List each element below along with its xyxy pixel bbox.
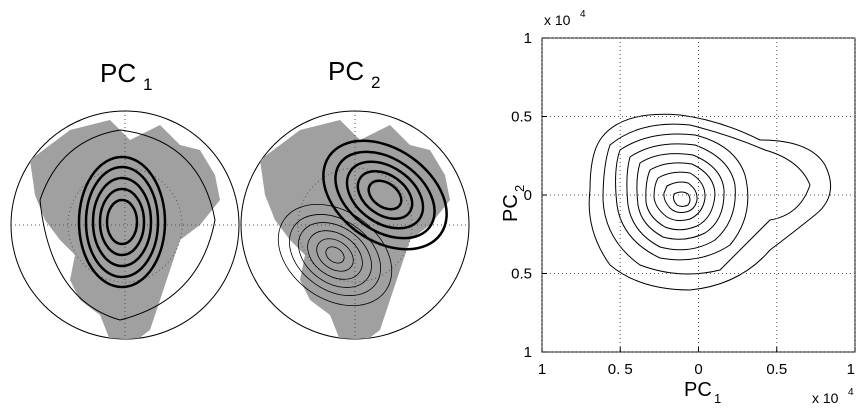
panel-title-sub: 2	[371, 73, 380, 92]
x-tick-label: 0.5	[766, 361, 787, 378]
x-tick-label: 0. 5	[608, 361, 633, 378]
x-tick-label: 1	[538, 361, 546, 378]
map-panel: PC 2	[240, 56, 470, 340]
x-multiplier: x 10	[812, 390, 839, 406]
panel-title: PC	[100, 58, 136, 88]
y-multiplier-exp: 4	[580, 9, 586, 20]
y-axis-label-sub: 2	[512, 185, 527, 192]
map-contours	[77, 155, 167, 289]
x-tick-label: 0	[694, 361, 702, 378]
y-tick-label: 0.5	[511, 266, 532, 283]
x-axis-label-sub: 1	[714, 391, 721, 406]
map-contour	[39, 129, 216, 321]
map-contours	[277, 203, 393, 307]
panel-title: PC	[328, 56, 364, 86]
panel-title-sub: 1	[143, 75, 152, 94]
x-axis-label: PC	[684, 379, 712, 401]
map-contours	[322, 139, 448, 251]
map-panel: PC 1	[10, 58, 240, 340]
y-tick-label: 0.5	[511, 109, 532, 126]
y-axis-label: PC	[500, 194, 522, 222]
y-multiplier: x 10	[544, 12, 571, 28]
x-multiplier-exp: 4	[848, 387, 854, 398]
x-tick-label: 1	[847, 361, 855, 378]
y-tick-label: 1	[524, 344, 532, 361]
density-contours	[588, 113, 832, 291]
y-tick-label: 1	[524, 30, 532, 47]
y-tick-label: 0	[524, 187, 532, 204]
